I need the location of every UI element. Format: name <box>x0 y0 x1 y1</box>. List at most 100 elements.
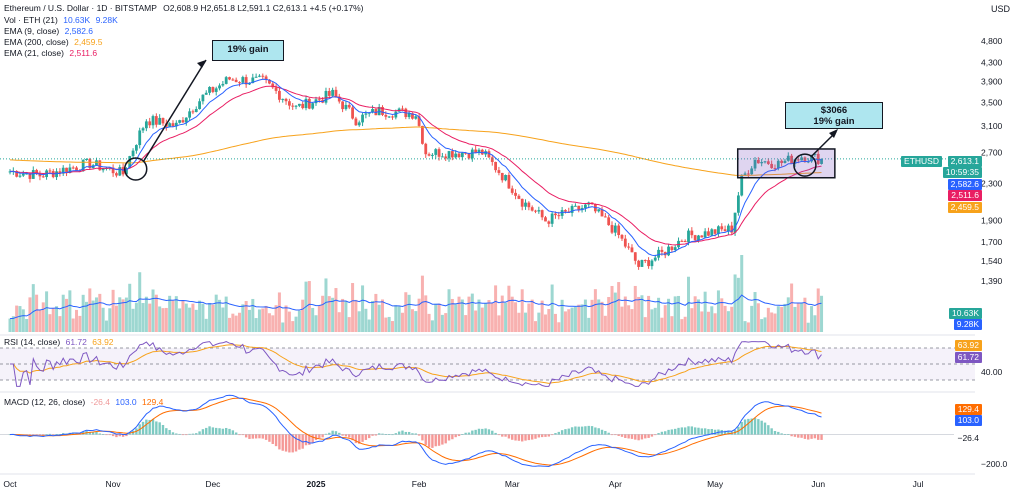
macd-histogram-bar <box>397 431 401 435</box>
candle-body <box>208 86 211 93</box>
volume-bar <box>387 316 391 332</box>
macd-histogram-bar <box>165 428 168 435</box>
macd-histogram-bar <box>407 431 411 435</box>
candle-body <box>271 83 275 88</box>
candle-body <box>121 167 125 175</box>
macd-histogram-bar <box>361 434 364 442</box>
rsi-badge: 61.72 <box>954 352 982 363</box>
candle-body <box>58 171 62 174</box>
macd-histogram-bar <box>457 434 461 437</box>
candle-body <box>627 246 631 248</box>
macd-histogram-bar <box>727 430 730 435</box>
volume-legend[interactable]: Vol · ETH (21) 10.63K 9.28K <box>4 15 118 26</box>
volume-bar <box>726 311 730 332</box>
gain-annotation-left[interactable]: 19% gain <box>212 40 284 61</box>
rsi-ma-badge: 63.92 <box>954 340 982 351</box>
volume-bar <box>753 292 757 332</box>
volume-bar <box>427 313 431 332</box>
macd-legend[interactable]: MACD (12, 26, close) -26.4 103.0 129.4 <box>4 397 163 408</box>
volume-bar <box>347 317 351 332</box>
candle-body <box>354 118 358 126</box>
candle-body <box>783 160 787 164</box>
volume-bar <box>131 308 135 332</box>
grid <box>0 334 975 475</box>
macd-histogram-bar <box>304 434 308 446</box>
candle-body <box>401 108 404 110</box>
candle-body <box>291 105 295 107</box>
target-annotation[interactable]: $3066 19% gain <box>785 102 883 129</box>
macd-histogram-bar <box>707 429 710 435</box>
gain-arrow-left <box>143 59 207 162</box>
volume-bar <box>25 318 29 332</box>
candle-body <box>663 251 667 256</box>
candle-body <box>174 122 178 127</box>
candle-body <box>504 175 507 181</box>
macd-histogram-bar <box>371 434 374 436</box>
countdown-badge: 10:59:35 <box>942 167 982 178</box>
candle-body <box>25 173 29 175</box>
price-tick-label: 4,300 <box>981 57 1003 67</box>
rsi-legend[interactable]: RSI (14, close) 61.72 63.92 <box>4 337 114 348</box>
macd-histogram-bar <box>617 434 620 436</box>
volume-bar <box>553 313 557 332</box>
macd-histogram-bar <box>590 426 594 435</box>
candle-body <box>88 158 92 169</box>
volume-bar <box>806 322 810 332</box>
candle-body <box>431 154 434 156</box>
volume-bar <box>527 303 531 332</box>
symbol-title: Ethereum / U.S. Dollar · 1D · BITSTAMP <box>4 3 157 13</box>
volume-bar <box>740 255 744 332</box>
candle-body <box>268 79 271 84</box>
volume-bar <box>324 278 328 332</box>
candle-body <box>387 116 391 118</box>
candle-body <box>138 130 142 146</box>
candle-body <box>115 173 118 176</box>
volume-bar <box>71 318 75 332</box>
macd-histogram-bar <box>421 434 424 441</box>
macd-histogram-bar <box>294 434 298 452</box>
macd-histogram-bar <box>817 434 820 440</box>
ema9-line <box>10 78 822 257</box>
volume-bar <box>204 318 208 332</box>
volume-bar <box>477 299 481 332</box>
candle-body <box>753 159 757 169</box>
macd-histogram-bar <box>600 429 604 435</box>
volume-bar <box>31 284 35 332</box>
candle-body <box>304 98 308 109</box>
candle-body <box>776 160 780 169</box>
macd-histogram-bar <box>674 428 677 435</box>
ema21-legend[interactable]: EMA (21, close) 2,511.6 <box>4 48 97 59</box>
candle-body <box>347 104 351 108</box>
volume-bar <box>657 297 661 332</box>
candle-body <box>660 249 664 252</box>
candle-body <box>643 260 647 262</box>
volume-bar <box>650 309 654 332</box>
volume-bar <box>61 294 65 332</box>
macd-histogram-bar <box>427 434 431 448</box>
rsi-line <box>10 341 822 387</box>
macd-histogram-bar <box>298 434 301 450</box>
volume-bar <box>687 276 691 332</box>
ema9-legend[interactable]: EMA (9, close) 2,582.6 <box>4 26 93 37</box>
macd-histogram-bar <box>358 434 361 444</box>
volume-bar <box>647 295 651 332</box>
candle-body <box>790 155 794 164</box>
consolidation-box <box>736 148 836 179</box>
volume-bar <box>410 309 414 332</box>
macd-histogram-bar <box>504 434 507 437</box>
candle-body <box>287 101 291 106</box>
volume-bar <box>444 313 448 332</box>
volume-bar <box>327 296 331 332</box>
macd-histogram-bar <box>258 434 261 439</box>
ema200-legend[interactable]: EMA (200, close) 2,459.5 <box>4 37 102 48</box>
candle-body <box>723 229 727 232</box>
macd-histogram-bar <box>118 434 121 437</box>
macd-histogram-bar <box>128 433 131 435</box>
symbol-badge[interactable]: ETHUSD <box>901 156 942 167</box>
volume-bar <box>35 294 39 332</box>
candle-body <box>647 260 650 267</box>
volume-bar <box>776 306 780 332</box>
macd-histogram-bar <box>38 434 42 436</box>
